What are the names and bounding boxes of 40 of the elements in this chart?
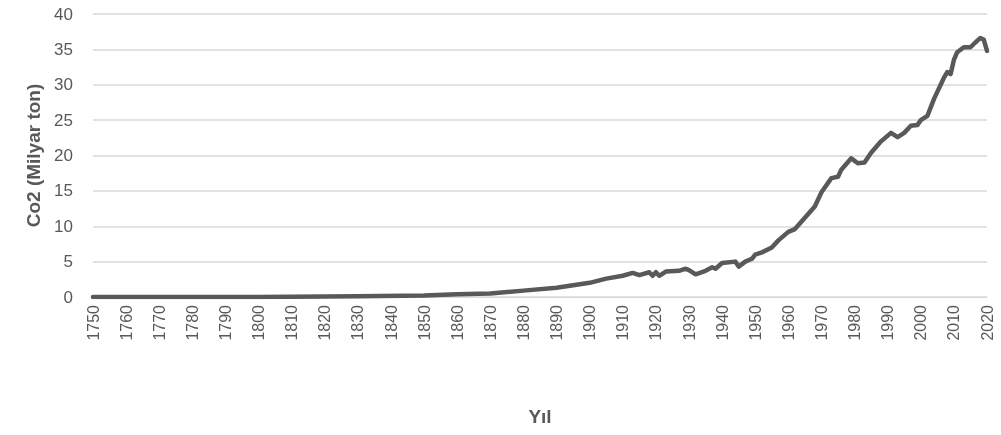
- y-tick-label: 35: [54, 39, 73, 59]
- x-tick-label: 1870: [481, 304, 499, 341]
- x-tick-label: 1880: [514, 304, 532, 341]
- x-tick-label: 1920: [647, 304, 665, 341]
- x-tick-label: 1810: [283, 304, 301, 341]
- x-tick-label: 1850: [415, 304, 433, 341]
- x-tick-label: 1840: [382, 304, 400, 341]
- x-axis-title: Yıl: [528, 406, 552, 427]
- x-tick-label: 1970: [812, 304, 830, 341]
- x-tick-label: 1950: [746, 304, 764, 341]
- y-tick-label: 40: [54, 4, 73, 24]
- x-tick-label: 1940: [713, 304, 731, 341]
- y-tick-label: 25: [54, 110, 73, 130]
- x-tick-label: 1960: [779, 304, 797, 341]
- x-tick-label: 2000: [912, 304, 930, 341]
- x-tick-label: 1990: [879, 304, 897, 341]
- y-tick-label: 0: [63, 287, 73, 307]
- x-tick-label: 1900: [581, 304, 599, 341]
- y-tick-label: 20: [54, 146, 73, 165]
- x-tick-label: 1930: [680, 304, 698, 341]
- x-tick-label: 1780: [183, 304, 201, 341]
- x-tick-label: 2020: [978, 304, 996, 341]
- y-tick-label: 10: [54, 216, 73, 236]
- x-tick-label: 1830: [349, 304, 367, 341]
- line-series: [90, 35, 990, 300]
- x-tick-label: 1980: [846, 304, 864, 341]
- x-tick-label: 1750: [84, 304, 102, 341]
- x-tick-label: 1770: [150, 304, 168, 341]
- x-tick-label: 1910: [614, 304, 632, 341]
- x-tick-label: 1890: [548, 304, 566, 341]
- x-tick-label: 2010: [945, 304, 963, 341]
- x-tick-label: 1860: [448, 304, 466, 341]
- x-tick-label: 1760: [117, 304, 135, 341]
- y-tick-label: 5: [63, 252, 73, 272]
- y-tick-label: 15: [54, 181, 73, 201]
- x-tick-label: 1790: [216, 304, 234, 341]
- x-tick-label: 1820: [316, 304, 334, 341]
- x-tick-label: 1800: [250, 304, 268, 341]
- y-axis-title: Co2 (Milyar ton): [23, 83, 44, 228]
- y-tick-label: 30: [54, 75, 73, 95]
